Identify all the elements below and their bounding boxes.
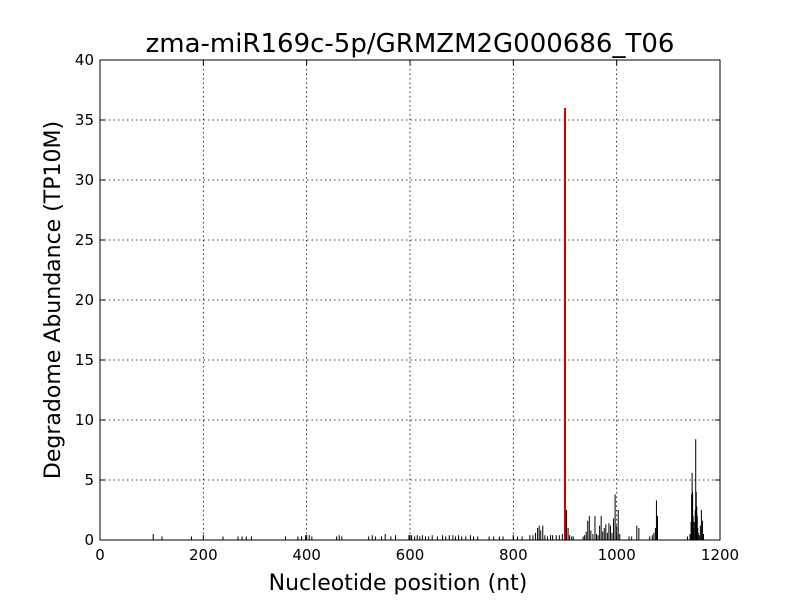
y-tick-label: 40: [75, 51, 94, 69]
y-tick-label: 35: [75, 111, 94, 129]
y-tick-labels: 0 5 10 15 20 25 30 35 40: [75, 51, 94, 549]
y-tick-label: 5: [84, 471, 94, 489]
x-tick-label: 400: [292, 546, 321, 564]
bars: [152, 108, 704, 540]
x-tick-label: 600: [396, 546, 425, 564]
y-axis-label: Degradome Abundance (TP10M): [41, 121, 66, 479]
ticks: [99, 59, 721, 541]
y-tick-label: 25: [75, 231, 94, 249]
x-axis-label: Nucleotide position (nt): [269, 571, 528, 596]
grid: [100, 60, 720, 540]
x-tick-label: 800: [499, 546, 528, 564]
y-tick-label: 20: [75, 291, 94, 309]
x-tick-labels: 0 200 400 600 800 1000 1200: [95, 546, 739, 564]
x-tick-label: 0: [95, 546, 105, 564]
x-tick-label: 1000: [598, 546, 636, 564]
x-tick-label: 1200: [701, 546, 739, 564]
chart-title: zma-miR169c-5p/GRMZM2G000686_T06: [146, 29, 675, 59]
y-tick-label: 0: [84, 531, 94, 549]
y-tick-label: 30: [75, 171, 94, 189]
y-tick-label: 10: [75, 411, 94, 429]
x-tick-label: 200: [189, 546, 218, 564]
y-tick-label: 15: [75, 351, 94, 369]
